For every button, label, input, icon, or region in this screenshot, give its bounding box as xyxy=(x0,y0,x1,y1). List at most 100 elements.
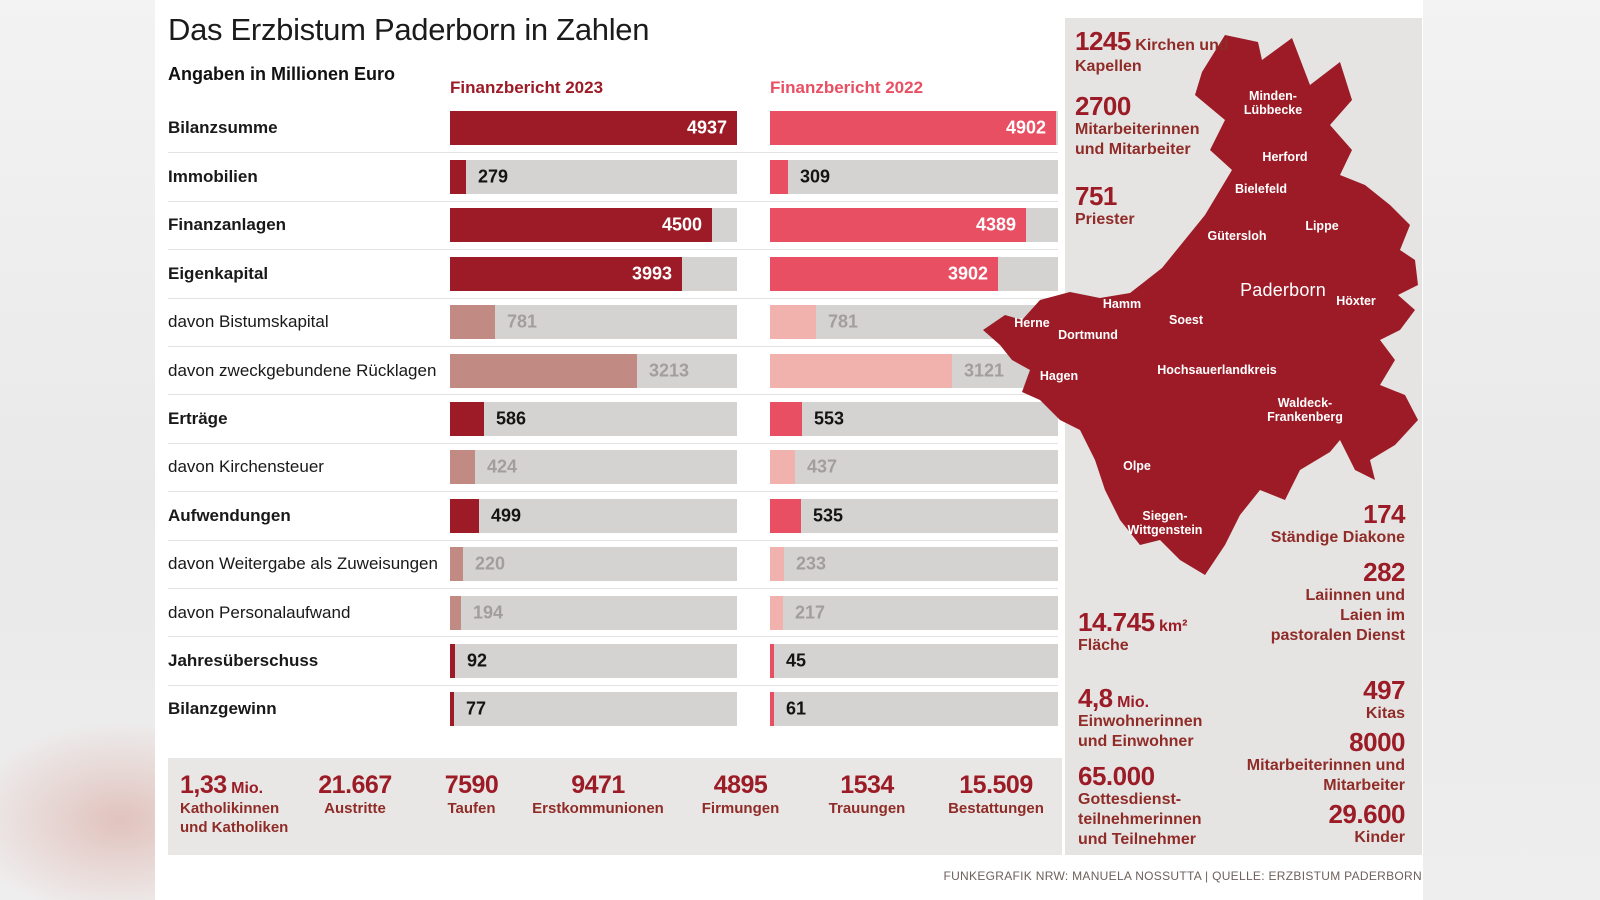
side-stat-gottesdienst: 65.000 Gottesdienst- teilnehmerinnen und … xyxy=(1078,762,1278,850)
bar-value: 586 xyxy=(496,408,527,429)
unit-note: Angaben in Millionen Euro xyxy=(168,64,395,84)
value-bar xyxy=(450,402,484,437)
stat-number-line: 751 xyxy=(1075,182,1225,210)
table-row: Bilanzgewinn 77 61 xyxy=(168,684,1058,733)
bar-track: 3902 xyxy=(770,256,1058,291)
stat-label: Priester xyxy=(1075,211,1135,228)
column-header-2023: Finanzbericht 2023 xyxy=(450,78,604,97)
stat-unit: km² xyxy=(1154,618,1188,635)
bar-track: 194 xyxy=(450,595,737,630)
value-bar xyxy=(770,208,1026,243)
value-bar xyxy=(450,692,454,727)
stat-label: Gottesdienst- teilnehmerinnen und Teilne… xyxy=(1078,791,1202,848)
bar-track: 424 xyxy=(450,450,737,485)
row-label: davon Bistumskapital xyxy=(168,312,329,332)
stat-number: 14.745 xyxy=(1078,607,1155,637)
stat-number-line: 15.509 xyxy=(930,772,1062,799)
row-label: davon Kirchensteuer xyxy=(168,457,324,477)
bar-value: 3121 xyxy=(964,360,1005,381)
side-stat-mitarbeiter: 2700 Mitarbeiterinnen und Mitarbeiter xyxy=(1075,92,1245,160)
side-stat-kirchen: 1245 Kirchen und Kapellen xyxy=(1075,26,1230,77)
city-label: Lippe xyxy=(1305,219,1339,233)
value-bar xyxy=(450,256,682,291)
bar-track: 217 xyxy=(770,595,1058,630)
stat-number-line: 174 xyxy=(1225,500,1405,528)
finance-bar-table: Bilanzsumme 4937 4902 Immobilien 279 309 Finan… xyxy=(168,104,1058,733)
bar-track: 61 xyxy=(770,692,1058,727)
stat-number-line: 7590 xyxy=(424,772,519,799)
stat-number: 497 xyxy=(1363,675,1405,705)
bar-value: 437 xyxy=(807,456,838,477)
bar-track: 781 xyxy=(450,305,737,340)
row-label: davon zweckgebundene Rücklagen xyxy=(168,360,437,380)
stat-number: 282 xyxy=(1363,557,1405,587)
stat-unit: Mio. xyxy=(1112,694,1150,711)
bar-value: 77 xyxy=(466,698,487,719)
bar-track: 92 xyxy=(450,643,737,678)
city-label: Waldeck- Frankenberg xyxy=(1267,396,1343,424)
bar-value: 61 xyxy=(786,698,807,719)
bar-track: 4500 xyxy=(450,208,737,243)
value-bar xyxy=(450,353,637,388)
stat-label: Mitarbeiterinnen und Mitarbeiter xyxy=(1075,121,1200,158)
bar-track: 233 xyxy=(770,547,1058,582)
row-label: Jahresüberschuss xyxy=(168,650,319,670)
stat-number: 2700 xyxy=(1075,91,1131,121)
row-label: Immobilien xyxy=(168,167,258,187)
bar-value: 3213 xyxy=(649,360,690,381)
diocese-map-shape xyxy=(983,35,1418,575)
bar-value: 3902 xyxy=(947,263,988,284)
table-row: Aufwendungen 499 535 xyxy=(168,491,1058,539)
value-bar xyxy=(450,595,461,630)
bar-track: 309 xyxy=(770,160,1058,195)
value-bar xyxy=(770,450,795,485)
table-row: davon Weitergabe als Zuweisungen 220 233 xyxy=(168,539,1058,588)
row-label: davon Weitergabe als Zuweisungen xyxy=(168,554,438,574)
value-bar xyxy=(770,402,802,437)
side-stat-kita-mitarbeiter: 8000 Mitarbeiterinnen und Mitarbeiter xyxy=(1175,728,1406,796)
stat-number-line: 8000 xyxy=(1175,728,1405,756)
stat-number: 4895 xyxy=(713,771,768,799)
bar-value: 781 xyxy=(828,311,859,332)
bar-value: 92 xyxy=(467,650,488,671)
value-bar xyxy=(770,547,784,582)
stat-number: 751 xyxy=(1075,181,1117,211)
city-label: Hochsauerlandkreis xyxy=(1157,363,1277,377)
stat-number-line: 9471 xyxy=(528,772,668,799)
table-row: Eigenkapital 3993 3902 xyxy=(168,249,1058,297)
bottom-stats-strip xyxy=(168,758,1062,855)
city-label: Paderborn xyxy=(1240,280,1326,300)
stat-label: Ständige Diakone xyxy=(1270,529,1405,546)
diocese-map: Minden- Lübbecke Herford Bielefeld Lippe Güt… xyxy=(975,25,1423,590)
stat-number: 8000 xyxy=(1349,727,1405,757)
city-label: Hagen xyxy=(1039,369,1079,383)
stat-label: Erstkommunionen xyxy=(532,800,664,817)
bottom-stat: 9471 Erstkommunionen xyxy=(528,772,668,818)
stat-number: 9471 xyxy=(571,771,625,799)
side-stat-laien: 282 Laiinnen und Laien im pastoralen Dien… xyxy=(1225,557,1406,646)
city-label: Olpe xyxy=(1123,459,1151,473)
bottom-stat: 4895 Firmungen xyxy=(683,772,798,818)
value-bar xyxy=(770,305,816,340)
stat-number: 1,33 xyxy=(180,771,227,799)
bar-track: 535 xyxy=(770,498,1058,533)
stat-label: Bestattungen xyxy=(948,800,1044,817)
value-bar xyxy=(770,498,801,533)
bar-track: 45 xyxy=(770,643,1058,678)
bar-track: 279 xyxy=(450,160,737,195)
side-stat-kinder: 29.600 Kinder xyxy=(1245,800,1405,848)
table-row: davon Bistumskapital 781 781 xyxy=(168,297,1058,346)
stat-number: 21.667 xyxy=(318,771,392,799)
stat-label: Kitas xyxy=(1365,705,1405,722)
bar-value: 309 xyxy=(800,166,831,187)
bar-track: 220 xyxy=(450,547,737,582)
stat-label: Taufen xyxy=(447,800,496,817)
bar-value: 499 xyxy=(491,505,522,526)
stat-number: 1245 xyxy=(1075,26,1131,56)
bar-track: 4389 xyxy=(770,208,1058,243)
stat-number: 15.509 xyxy=(959,771,1033,799)
row-label: Bilanzgewinn xyxy=(168,699,277,719)
value-bar xyxy=(450,305,495,340)
bottom-stat: 21.667 Austritte xyxy=(300,772,410,818)
row-label: Finanzanlagen xyxy=(168,215,287,235)
